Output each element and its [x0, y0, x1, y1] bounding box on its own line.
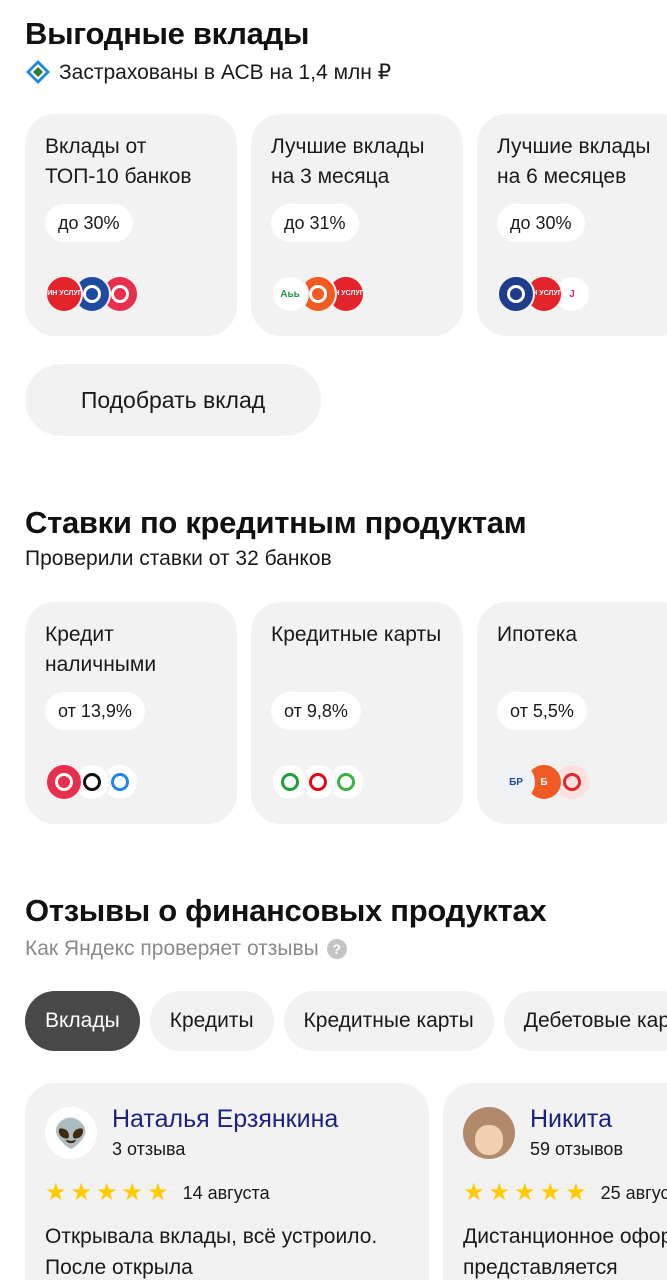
rate-badge: от 5,5% [497, 692, 587, 730]
deposits-title: Выгодные вклады [25, 16, 310, 51]
deposits-subtitle-text: Застрахованы в АСВ на 1,4 млн ₽ [59, 60, 392, 84]
star-icon: ★ [488, 1179, 511, 1206]
asv-shield-icon [25, 59, 51, 85]
bank-logos: AььФИН УСЛУГИ [271, 275, 365, 313]
credit-card-title: Кредит наличными [45, 623, 157, 676]
review-category-chips: Вклады Кредиты Кредитные карты Дебетовые ка… [25, 991, 667, 1051]
avatar [463, 1107, 515, 1159]
rate-badge: до 30% [497, 204, 585, 242]
bank-logo-icon [497, 275, 535, 313]
credit-cards-row[interactable]: Кредит наличными от 13,9% Кредитные карты о… [25, 602, 667, 824]
credit-card[interactable]: Ипотека от 5,5% БР Б [477, 602, 667, 824]
star-icon: ★ [463, 1179, 485, 1206]
rate-badge: до 31% [271, 204, 359, 242]
rating: ★★★★★25 августа [463, 1181, 667, 1205]
bank-logos: ФИН УСЛУГИJ [497, 275, 591, 313]
reviews-carousel[interactable]: 👽 Наталья Ерзянкина 3 отзыва ★ ★ ★ ★ ★ 14 август… [25, 1083, 667, 1280]
credit-card[interactable]: Кредитные карты от 9,8% [251, 602, 463, 824]
review-text: Дистанционное оформление вклада представ… [463, 1225, 667, 1279]
credits-subtitle: Проверили ставки от 32 банков [25, 547, 332, 570]
review-date: 25 августа [600, 1182, 667, 1203]
bank-logos: БР Б [497, 763, 591, 801]
star-icon: ★ [121, 1179, 144, 1206]
star-icon: ★ [514, 1179, 536, 1206]
rate-badge: от 9,8% [271, 692, 361, 730]
deposit-card-title: Вклады от ТОП-10 банков [45, 135, 192, 188]
bank-logo-icon: БР [497, 763, 535, 801]
review-text: Открывала вклады, всё устроило. После от… [45, 1225, 378, 1279]
bank-logo-icon [271, 763, 309, 801]
reviews-subtitle[interactable]: Как Яндекс проверяет отзывы ? [25, 937, 347, 961]
star-icon: ★ [565, 1179, 587, 1206]
tab-chip[interactable]: Вклады [25, 991, 140, 1051]
deposit-card[interactable]: Вклады от ТОП-10 банков до 30% ФИН УСЛУГИ [25, 114, 237, 336]
review-date: 14 августа [182, 1182, 270, 1203]
star-icon: ★ [147, 1179, 169, 1206]
star-icon: ★ [70, 1179, 93, 1206]
deposit-card-title: Лучшие вклады на 3 месяца [271, 135, 425, 188]
rating: ★ ★ ★ ★ ★ 14 августа [45, 1181, 270, 1205]
rate-badge: до 30% [45, 204, 133, 242]
review-card[interactable]: 👽 Наталья Ерзянкина 3 отзыва ★ ★ ★ ★ ★ 14 август… [25, 1083, 429, 1280]
star-icon: ★ [539, 1179, 562, 1206]
star-icon: ★ [96, 1179, 118, 1206]
deposit-card[interactable]: Лучшие вклады на 6 месяцев до 30% ФИН УСЛУ… [477, 114, 667, 336]
credit-card-title: Ипотека [497, 623, 578, 646]
question-icon[interactable]: ? [326, 939, 347, 959]
bank-logos [45, 763, 139, 801]
deposits-cards[interactable]: Вклады от ТОП-10 банков до 30% ФИН УСЛУГИ Л… [25, 114, 667, 336]
star-icon: ★ [45, 1179, 67, 1206]
bank-logos [271, 763, 365, 801]
avatar: 👽 [45, 1107, 97, 1159]
deposit-card[interactable]: Лучшие вклады на 3 месяца до 31% AььФИН УС… [251, 114, 463, 336]
credits-title: Ставки по кредитным продуктам [25, 505, 527, 540]
deposits-subtitle: Застрахованы в АСВ на 1,4 млн ₽ [25, 59, 391, 85]
bank-logo-icon: J [553, 275, 591, 313]
deposit-card-title: Лучшие вклады на 6 месяцев [497, 135, 651, 188]
rate-badge: от 13,9% [45, 692, 145, 730]
bank-logo-icon: Aьь [271, 275, 309, 313]
reviews-title: Отзывы о финансовых продуктах [25, 893, 547, 928]
reviews-subtitle-link[interactable]: Как Яндекс проверяет отзывы [25, 937, 319, 960]
tab-chip[interactable]: Кредиты [149, 991, 274, 1051]
reviewer-name[interactable]: Никита [530, 1105, 612, 1133]
reviewer-name[interactable]: Наталья Ерзянкина [112, 1105, 339, 1133]
bank-logo-icon [45, 763, 83, 801]
review-count: 3 отзыва [112, 1139, 186, 1159]
pick-deposit-button[interactable]: Подобрать вклад [25, 364, 321, 436]
review-count: 59 отзывов [530, 1139, 624, 1159]
credit-card[interactable]: Кредит наличными от 13,9% [25, 602, 237, 824]
bank-logos: ФИН УСЛУГИ [45, 275, 139, 313]
tab-chip[interactable]: Кредитные карты [283, 991, 494, 1051]
credit-card-title: Кредитные карты [271, 623, 442, 646]
tab-chip[interactable]: Дебетовые карты [503, 991, 667, 1051]
bank-logo-icon: ФИН УСЛУГИ [45, 275, 83, 313]
